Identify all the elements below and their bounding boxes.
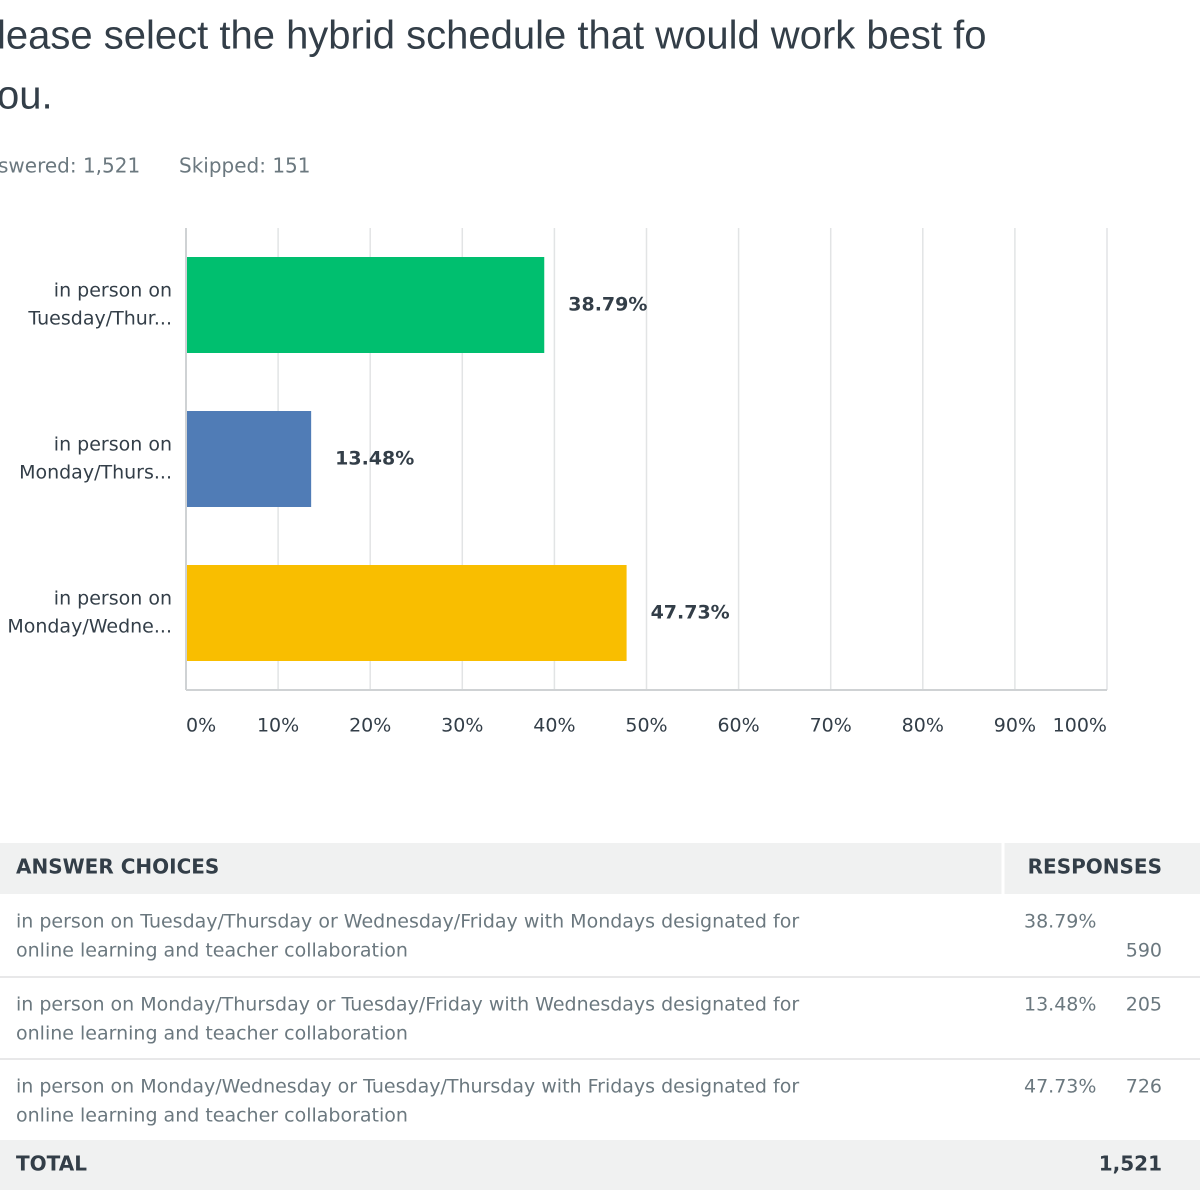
bar-value-label: 47.73% [651,602,730,624]
table-header: ANSWER CHOICES [16,855,219,879]
answer-text: in person on Monday/Wednesday or Tuesday… [16,1076,799,1098]
table-header-bg [0,843,1200,894]
response-percent: 47.73% [1024,1076,1096,1098]
answer-text: online learning and teacher collaboratio… [16,1023,408,1045]
total-count: 1,521 [1099,1152,1162,1176]
category-label: in person on [54,588,172,610]
bar-value-label: 38.79% [568,294,647,316]
answered-count: swered: 1,521 [0,154,140,178]
x-tick-label: 70% [810,715,852,737]
response-percent: 13.48% [1024,994,1096,1016]
bar [187,565,627,661]
response-count: 205 [1126,994,1162,1016]
x-tick-label: 30% [441,715,483,737]
table-total-bg [0,1140,1200,1190]
table-header: RESPONSES [1028,855,1162,879]
category-label: Monday/Thurs... [19,462,172,484]
answer-text: online learning and teacher collaboratio… [16,940,408,962]
skipped-count: Skipped: 151 [179,154,311,178]
x-tick-label: 50% [625,715,667,737]
response-count: 590 [1126,940,1162,962]
bar [187,257,545,353]
answer-text: in person on Tuesday/Thursday or Wednesd… [16,911,799,933]
title-line: lease select the hybrid schedule that wo… [0,14,986,58]
category-label: Monday/Wedne... [7,616,172,638]
x-tick-label: 20% [349,715,391,737]
response-percent: 38.79% [1024,911,1096,933]
x-tick-label: 40% [533,715,575,737]
category-label: in person on [54,434,172,456]
answer-text: online learning and teacher collaboratio… [16,1105,408,1127]
x-tick-label: 60% [717,715,759,737]
total-label: TOTAL [16,1152,87,1176]
x-tick-label: 10% [257,715,299,737]
category-label: Tuesday/Thur... [27,308,172,330]
bar [187,411,312,507]
bar-value-label: 13.48% [335,448,414,470]
x-tick-label: 80% [902,715,944,737]
answer-text: in person on Monday/Thursday or Tuesday/… [16,994,799,1016]
x-tick-label: 90% [994,715,1036,737]
x-tick-label: 100% [1053,715,1107,737]
response-count: 726 [1126,1076,1162,1098]
title-line: ou. [0,74,53,118]
category-label: in person on [54,280,172,302]
x-tick-label: 0% [186,715,216,737]
